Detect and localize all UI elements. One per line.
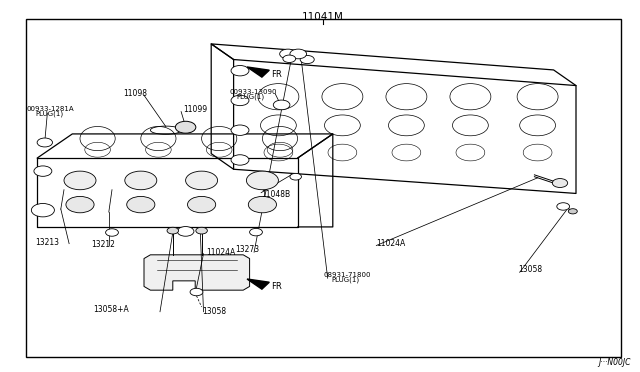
Circle shape xyxy=(190,288,203,296)
Circle shape xyxy=(246,171,278,190)
Text: J···N00JC: J···N00JC xyxy=(598,358,630,367)
Text: FR: FR xyxy=(271,282,282,291)
Circle shape xyxy=(188,196,216,213)
Text: FR: FR xyxy=(271,70,282,79)
Text: 11099: 11099 xyxy=(184,105,208,114)
Circle shape xyxy=(125,171,157,190)
Polygon shape xyxy=(247,67,269,77)
Circle shape xyxy=(231,155,249,165)
Text: 13058: 13058 xyxy=(202,307,227,316)
Polygon shape xyxy=(144,255,250,290)
Text: 11048B: 11048B xyxy=(261,190,291,199)
Circle shape xyxy=(273,100,290,110)
Text: PLUG(1): PLUG(1) xyxy=(331,276,359,283)
Text: 00933-13090: 00933-13090 xyxy=(229,89,276,94)
Circle shape xyxy=(557,203,570,210)
Circle shape xyxy=(231,95,249,106)
Text: 13058+A: 13058+A xyxy=(93,305,129,314)
Text: PLUG(1): PLUG(1) xyxy=(237,93,265,100)
Circle shape xyxy=(106,229,118,236)
Circle shape xyxy=(231,65,249,76)
Circle shape xyxy=(175,121,196,133)
Circle shape xyxy=(34,166,52,176)
Text: 11024A: 11024A xyxy=(206,248,236,257)
Circle shape xyxy=(300,55,314,64)
Text: PLUG(1): PLUG(1) xyxy=(35,111,63,118)
Circle shape xyxy=(231,125,249,135)
Circle shape xyxy=(66,196,94,213)
Text: 13213: 13213 xyxy=(35,238,60,247)
Circle shape xyxy=(283,55,296,62)
Circle shape xyxy=(568,209,577,214)
Circle shape xyxy=(248,196,276,213)
Text: 00933-1281A: 00933-1281A xyxy=(27,106,74,112)
Circle shape xyxy=(290,173,301,180)
Text: 08931-71800: 08931-71800 xyxy=(323,272,371,278)
Circle shape xyxy=(186,171,218,190)
Circle shape xyxy=(167,227,179,234)
Text: 13058: 13058 xyxy=(518,265,543,274)
Circle shape xyxy=(196,227,207,234)
Text: 11024A: 11024A xyxy=(376,239,406,248)
Text: 11041M: 11041M xyxy=(302,12,344,22)
Circle shape xyxy=(552,179,568,187)
Circle shape xyxy=(290,49,307,59)
Text: 13212: 13212 xyxy=(92,240,115,249)
Polygon shape xyxy=(247,279,269,289)
Circle shape xyxy=(280,49,296,59)
Circle shape xyxy=(250,228,262,236)
Text: 11098: 11098 xyxy=(123,89,147,98)
Circle shape xyxy=(127,196,155,213)
Circle shape xyxy=(37,138,52,147)
Circle shape xyxy=(177,227,194,236)
Text: 13273: 13273 xyxy=(236,246,260,254)
Circle shape xyxy=(64,171,96,190)
Circle shape xyxy=(31,203,54,217)
